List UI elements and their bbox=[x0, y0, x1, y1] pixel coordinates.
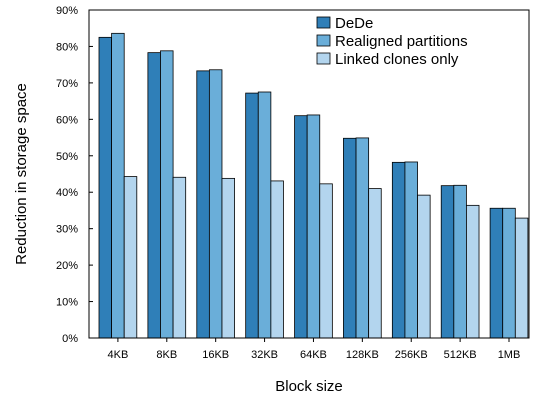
bar-4KB-1 bbox=[98, 36, 113, 339]
bar-16KB-3 bbox=[221, 177, 235, 339]
y-tick-label: 60% bbox=[56, 114, 78, 126]
legend-swatch bbox=[316, 16, 331, 29]
bar-64KB-2 bbox=[306, 114, 321, 339]
bar-4KB-3 bbox=[123, 176, 138, 339]
bar-8KB-3 bbox=[172, 176, 187, 339]
y-tick-label: 70% bbox=[56, 78, 78, 90]
bar-32KB-1 bbox=[245, 92, 259, 339]
y-tick-label: 10% bbox=[56, 297, 78, 309]
x-tick-label: 64KB bbox=[300, 349, 327, 361]
bar-64KB-3 bbox=[319, 183, 333, 339]
bar-256KB-3 bbox=[417, 194, 431, 339]
x-tick-label: 4KB bbox=[108, 349, 129, 361]
bar-16KB-1 bbox=[196, 70, 210, 339]
bar-128KB-1 bbox=[343, 137, 357, 339]
x-tick-label: 1MB bbox=[498, 349, 521, 361]
x-tick-label: 32KB bbox=[251, 349, 278, 361]
legend-label: Realigned partitions bbox=[335, 33, 468, 50]
y-axis-title: Reduction in storage space bbox=[13, 83, 30, 265]
bar-16KB-2 bbox=[208, 69, 223, 339]
bar-1MB-3 bbox=[514, 217, 529, 339]
x-tick-label: 256KB bbox=[395, 349, 428, 361]
x-tick-label: 512KB bbox=[444, 349, 477, 361]
y-tick-label: 80% bbox=[56, 41, 78, 53]
legend-swatch bbox=[316, 34, 331, 47]
bar-32KB-2 bbox=[257, 91, 272, 339]
y-tick-label: 40% bbox=[56, 187, 78, 199]
bar-128KB-2 bbox=[355, 137, 370, 339]
x-axis-title: Block size bbox=[275, 378, 343, 395]
bar-8KB-2 bbox=[160, 50, 174, 339]
bar-64KB-1 bbox=[294, 115, 308, 339]
plot-frame bbox=[88, 9, 530, 339]
bars-layer bbox=[98, 32, 529, 339]
bar-8KB-1 bbox=[147, 52, 161, 339]
y-tick-label: 30% bbox=[56, 224, 78, 236]
y-tick-label: 20% bbox=[56, 260, 78, 272]
bar-512KB-1 bbox=[440, 185, 455, 339]
legend-swatch bbox=[316, 52, 331, 65]
y-tick-label: 90% bbox=[56, 5, 78, 17]
axes-layer: 0% 10% 20% 30% 40% 50% 60% 70% 80% 90% 4KB 8KB 16KB 3… bbox=[56, 5, 530, 361]
x-tick-label: 16KB bbox=[202, 349, 229, 361]
bar-256KB-1 bbox=[391, 161, 406, 339]
bar-256KB-2 bbox=[404, 161, 418, 339]
legend-label: DeDe bbox=[335, 15, 373, 32]
bar-1MB-1 bbox=[489, 207, 504, 339]
bar-128KB-3 bbox=[368, 188, 382, 339]
legend-label: Linked clones only bbox=[335, 51, 459, 68]
bar-512KB-2 bbox=[453, 184, 467, 339]
x-tick-label: 8KB bbox=[156, 349, 177, 361]
x-tick-label: 128KB bbox=[346, 349, 379, 361]
y-tick-label: 0% bbox=[62, 333, 78, 345]
bar-4KB-2 bbox=[111, 32, 125, 339]
bar-1MB-2 bbox=[502, 207, 516, 339]
bar-512KB-3 bbox=[466, 204, 480, 339]
y-tick-label: 50% bbox=[56, 151, 78, 163]
bar-32KB-3 bbox=[270, 180, 284, 339]
